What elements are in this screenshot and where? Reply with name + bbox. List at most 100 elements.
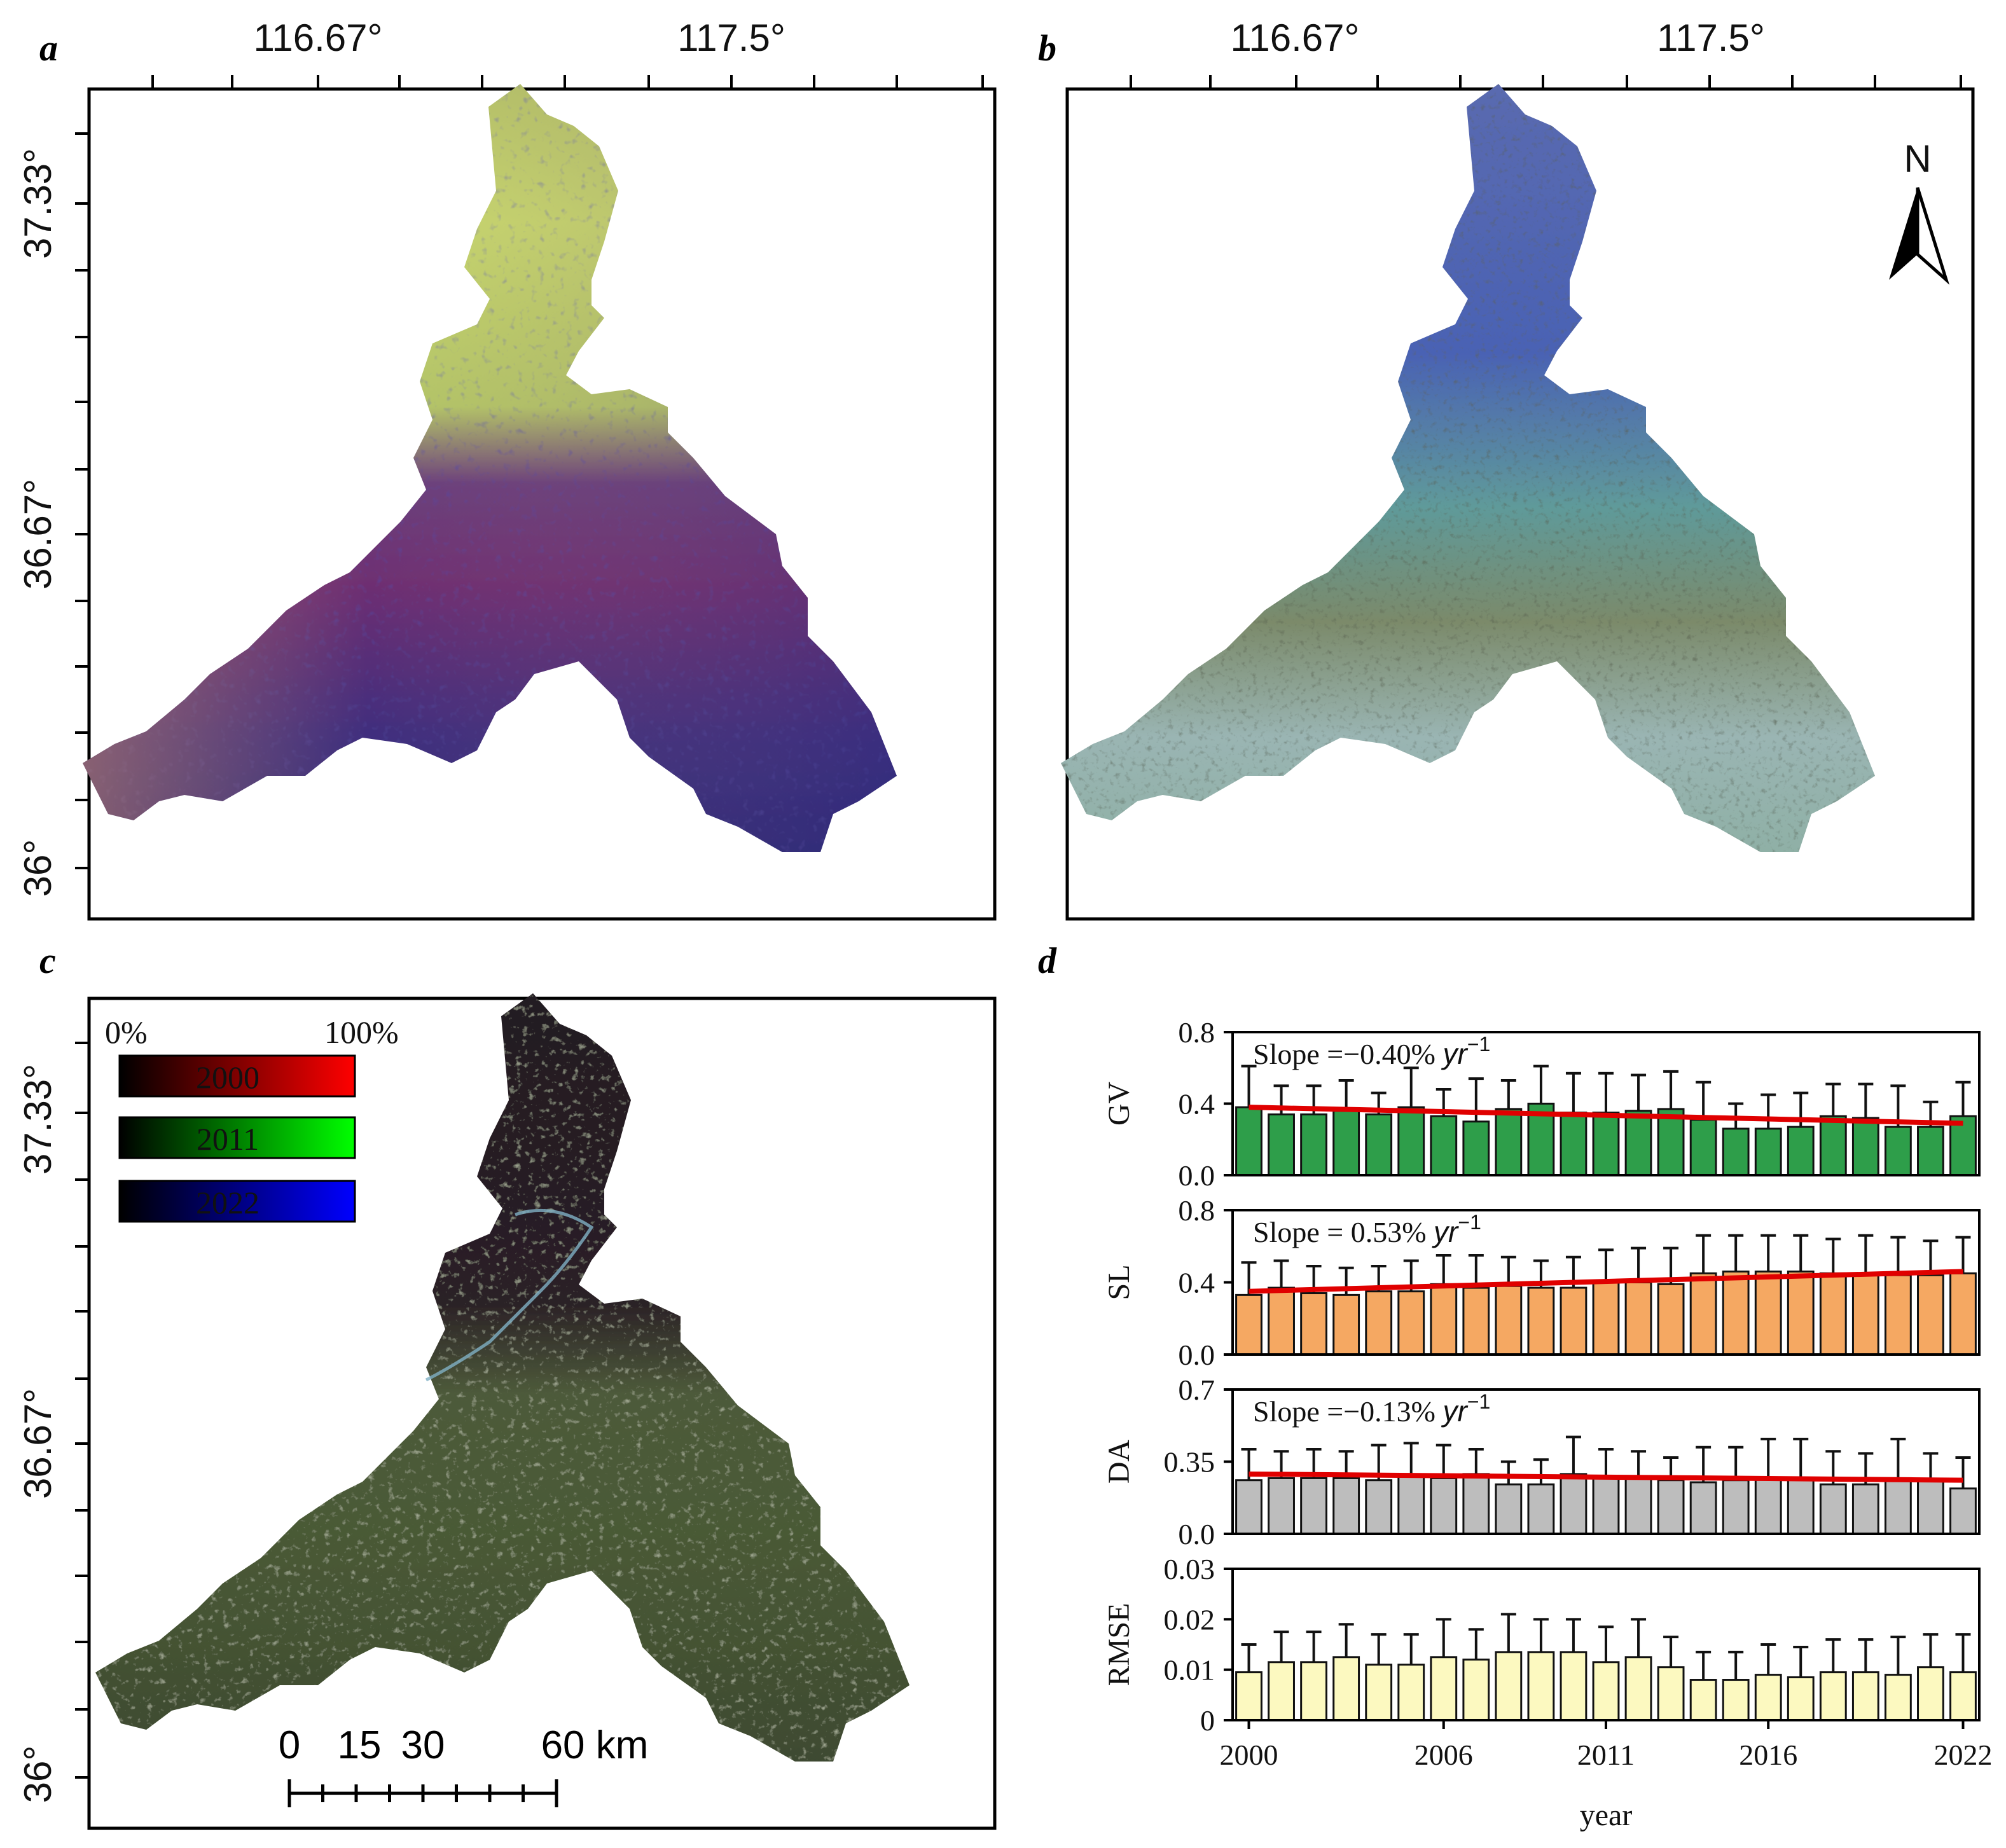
bar: [1754, 1674, 1782, 1721]
y-axis-label: SL: [1102, 1264, 1136, 1300]
lat-ticks-c: 37.33° 36.67° 36°: [17, 1064, 59, 1803]
bar: [1754, 1477, 1782, 1535]
bar: [1787, 1676, 1815, 1721]
bar: [1754, 1127, 1782, 1176]
lon-label-b-116-67: 116.67°: [1230, 17, 1359, 59]
bar: [1689, 1481, 1717, 1535]
legend-bar-2022: [118, 1180, 356, 1223]
bar: [1495, 1285, 1523, 1356]
slope-unit-exponent: −1: [1458, 1211, 1481, 1234]
bar: [1235, 1106, 1262, 1176]
slope-value: Slope = 0.53%: [1253, 1216, 1434, 1248]
y-axis-label: RMSE: [1102, 1603, 1136, 1686]
panel-label-b: b: [1038, 27, 1056, 69]
bar: [1332, 1656, 1360, 1721]
slope-label: Slope =−0.13% yr−1: [1253, 1390, 1490, 1428]
legend-year-2000: 2000: [196, 1059, 259, 1095]
chart-sl: 0.0 0.4 0.8 SL Slope = 0.53% yr−1: [1102, 1194, 1981, 1371]
bar: [1722, 1270, 1750, 1356]
lon-ticks-a: 116.67° 117.5°: [253, 17, 785, 59]
bar: [1851, 1274, 1879, 1356]
x-tick-label: 2011: [1577, 1739, 1635, 1771]
legend-bar-2000: [118, 1054, 356, 1098]
y-axis-label: GV: [1102, 1082, 1136, 1126]
y-tick-label: 0.03: [1164, 1553, 1215, 1585]
bar: [1754, 1270, 1782, 1356]
lat-label-c-36: 36°: [17, 1746, 59, 1803]
bar: [1917, 1666, 1944, 1721]
trend-line: [1249, 1269, 1963, 1294]
bar: [1430, 1477, 1458, 1535]
bar: [1300, 1477, 1328, 1535]
map-c: [95, 993, 910, 1762]
chart-da: 0.0 0.35 0.7 DA Slope =−0.13% yr−1: [1102, 1374, 1981, 1550]
legend-min-label: 0%: [105, 1014, 148, 1050]
bar: [1787, 1126, 1815, 1176]
y-tick-label: 0.35: [1164, 1446, 1215, 1479]
bar: [1365, 1113, 1393, 1176]
slope-unit-exponent: −1: [1467, 1390, 1490, 1413]
legend-year-2022: 2022: [196, 1185, 259, 1220]
trend-line: [1249, 1471, 1963, 1483]
north-arrow-right-icon: [1916, 187, 1950, 285]
bar: [1884, 1674, 1912, 1721]
bar: [1365, 1479, 1393, 1535]
lat-ticks-a: 37.33° 36.67° 36°: [17, 148, 59, 897]
bar: [1949, 1671, 1977, 1721]
bar: [1560, 1112, 1588, 1176]
bar: [1819, 1115, 1847, 1176]
scale-bar-line: [287, 1779, 558, 1807]
bar: [1268, 1477, 1295, 1535]
bar: [1851, 1483, 1879, 1535]
bar: [1819, 1272, 1847, 1356]
north-arrow-left-icon: [1889, 188, 1918, 280]
y-tick-label: 0.8: [1179, 1016, 1215, 1049]
bar: [1657, 1283, 1685, 1356]
scale-label-15: 15: [338, 1723, 382, 1767]
bar: [1527, 1651, 1555, 1721]
y-tick-label: 0.7: [1179, 1374, 1215, 1406]
bar: [1268, 1661, 1295, 1721]
bar: [1235, 1671, 1262, 1721]
bar: [1949, 1272, 1977, 1356]
bar: [1462, 1121, 1490, 1176]
bar: [1300, 1292, 1328, 1356]
bar: [1365, 1664, 1393, 1721]
bar: [1495, 1483, 1523, 1535]
north-arrow: N: [1889, 137, 1950, 285]
bar: [1592, 1112, 1620, 1176]
bar: [1397, 1290, 1425, 1356]
y-tick-label: 0.4: [1179, 1267, 1215, 1299]
bar: [1397, 1664, 1425, 1721]
panel-b: b 116.67° 117.5° N: [1038, 17, 1975, 921]
bar: [1851, 1117, 1879, 1176]
bar: [1268, 1113, 1295, 1176]
bar: [1462, 1473, 1490, 1535]
bar: [1592, 1281, 1620, 1356]
trend-line: [1249, 1105, 1963, 1126]
lon-label-117-5: 117.5°: [677, 17, 785, 59]
bar: [1624, 1110, 1652, 1176]
panel-label-c: c: [39, 940, 56, 981]
x-axis-label: year: [1580, 1798, 1633, 1832]
slope-label: Slope =−0.40% yr−1: [1253, 1033, 1490, 1070]
bar: [1268, 1286, 1295, 1356]
slope-unit-exponent: −1: [1467, 1033, 1490, 1056]
bar: [1592, 1661, 1620, 1721]
bar: [1722, 1479, 1750, 1535]
bar: [1689, 1679, 1717, 1721]
bar: [1560, 1286, 1588, 1356]
bar: [1300, 1113, 1328, 1176]
slope-unit: yr: [1441, 1395, 1468, 1428]
bar: [1787, 1477, 1815, 1535]
scale-label-30: 30: [401, 1723, 445, 1767]
bar: [1917, 1274, 1944, 1356]
bar: [1527, 1286, 1555, 1356]
bar: [1397, 1475, 1425, 1535]
slope-unit: yr: [1432, 1215, 1459, 1248]
bar: [1592, 1477, 1620, 1535]
bar: [1884, 1477, 1912, 1535]
